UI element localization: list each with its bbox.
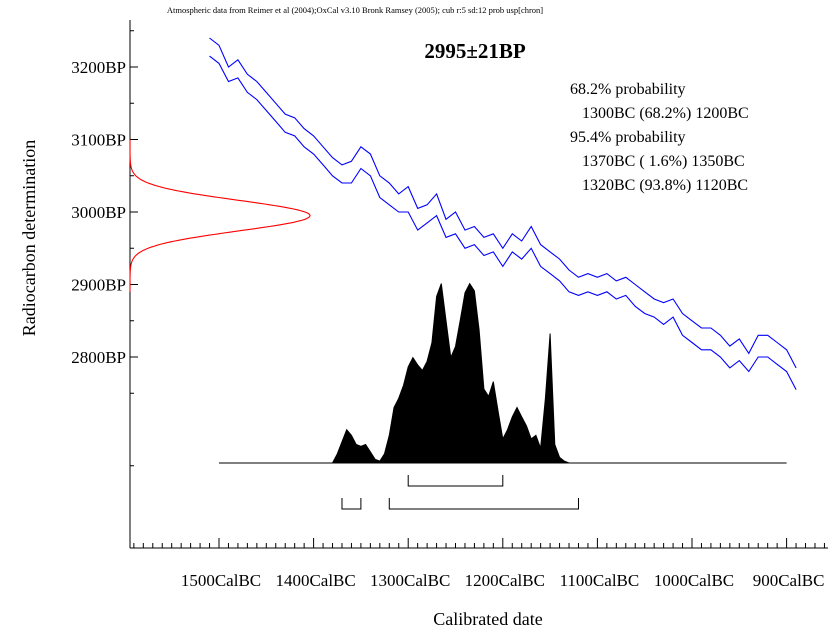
x-tick-label: 1100CalBC bbox=[560, 571, 640, 590]
plot-area: 3200BP 3100BP 3000BP 2900BP 2800BP 1500CalBC 1… bbox=[71, 20, 828, 590]
x-tick-label: 1500CalBC bbox=[181, 571, 261, 590]
y-axis-label: Radiocarbon determination bbox=[19, 140, 39, 336]
range-bracket-68 bbox=[407, 475, 504, 487]
y-tick-label: 2800BP bbox=[71, 348, 126, 367]
header-text: Atmospheric data from Reimer et al (2004… bbox=[167, 5, 543, 15]
x-tick-label: 1200CalBC bbox=[465, 571, 545, 590]
range-bracket-95 bbox=[388, 498, 579, 510]
probability-ranges-text: 68.2% probability 1300BC (68.2%) 1200BC … bbox=[570, 81, 749, 194]
range-95-line-2: 1320BC (93.8%) 1120BC bbox=[582, 177, 748, 194]
range-95-line-1: 1370BC ( 1.6%) 1350BC bbox=[582, 153, 745, 170]
y-tick-label: 3000BP bbox=[71, 203, 126, 222]
range-95-heading: 95.4% probability bbox=[570, 129, 686, 146]
y-tick-label: 3100BP bbox=[71, 131, 126, 150]
calibration-curve-lower bbox=[209, 55, 797, 390]
measurement-curve bbox=[129, 139, 311, 292]
y-tick-label: 2900BP bbox=[71, 276, 126, 295]
range-bracket-95 bbox=[341, 498, 362, 510]
x-tick-label: 1000CalBC bbox=[654, 571, 734, 590]
chart-title: 2995±21BP bbox=[424, 39, 526, 63]
y-tick-label: 3200BP bbox=[71, 58, 126, 77]
range-68-heading: 68.2% probability bbox=[570, 81, 686, 98]
calibration-curve-upper bbox=[209, 37, 797, 369]
x-tick-label: 900CalBC bbox=[753, 571, 825, 590]
range-68-line-1: 1300BC (68.2%) 1200BC bbox=[582, 105, 749, 122]
x-axis-label: Calibrated date bbox=[433, 609, 542, 629]
x-tick-label: 1400CalBC bbox=[275, 571, 355, 590]
probability-distribution bbox=[219, 282, 787, 464]
x-tick-label: 1300CalBC bbox=[370, 571, 450, 590]
